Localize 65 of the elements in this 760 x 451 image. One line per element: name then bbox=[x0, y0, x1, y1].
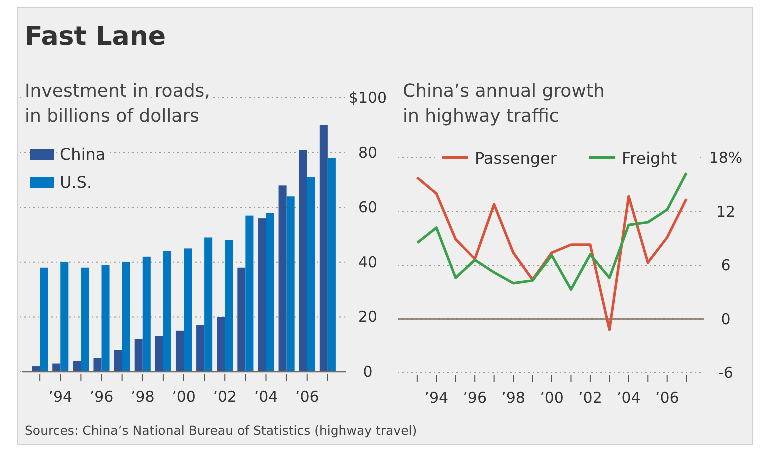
bar bbox=[40, 268, 48, 372]
x-tick-label: ’94 bbox=[48, 388, 73, 406]
x-tick-label: ’96 bbox=[90, 388, 114, 406]
bar bbox=[320, 125, 328, 372]
x-tick-label: ’96 bbox=[463, 389, 488, 407]
bar bbox=[134, 339, 143, 372]
bar bbox=[246, 216, 254, 372]
chart-subtitle: Investment in roads, in billions of dollars bbox=[25, 81, 210, 127]
x-tick-label: ’00 bbox=[540, 389, 564, 407]
chart-title: China’s annual growth in highway traffic bbox=[403, 81, 605, 127]
legend-label: China bbox=[60, 145, 106, 164]
y-tick-label: 60 bbox=[358, 198, 378, 217]
x-tick-label: ’02 bbox=[213, 388, 238, 406]
bar bbox=[155, 336, 164, 372]
legend-label: Freight bbox=[622, 149, 678, 168]
x-tick-label: ’06 bbox=[295, 388, 320, 406]
bar bbox=[81, 268, 90, 372]
x-tick-label: ’98 bbox=[502, 389, 526, 407]
bar bbox=[196, 325, 205, 372]
bar bbox=[299, 150, 308, 372]
bar bbox=[238, 268, 246, 372]
x-tick-label: ’04 bbox=[254, 388, 278, 406]
source-note: Sources: China’s National Bureau of Statistics (highway travel) bbox=[25, 423, 418, 438]
bar bbox=[163, 251, 172, 372]
bar bbox=[266, 213, 274, 372]
bar bbox=[114, 350, 122, 372]
bar bbox=[184, 248, 192, 372]
x-tick-label: ’02 bbox=[578, 389, 602, 407]
y-tick-label: 0 bbox=[721, 310, 731, 328]
y-tick-label: 40 bbox=[358, 253, 378, 272]
bar bbox=[73, 361, 82, 372]
x-tick-label: ’98 bbox=[130, 388, 155, 406]
bar bbox=[60, 262, 69, 372]
bar bbox=[142, 256, 151, 372]
y-tick-label: 80 bbox=[358, 144, 378, 162]
line-series bbox=[416, 176, 688, 332]
bar bbox=[52, 364, 61, 372]
bar bbox=[286, 196, 295, 372]
chart-title: Fast Lane bbox=[25, 22, 166, 52]
bar bbox=[176, 330, 184, 372]
legend-label: U.S. bbox=[60, 173, 92, 192]
y-tick-label: 0 bbox=[363, 363, 373, 381]
y-tick-label: 12 bbox=[716, 202, 736, 221]
bar bbox=[102, 265, 110, 372]
bar bbox=[32, 366, 40, 372]
bar bbox=[258, 218, 266, 372]
x-tick-label: ’94 bbox=[424, 389, 449, 407]
bar bbox=[94, 358, 102, 372]
y-tick-label: -6 bbox=[718, 364, 734, 382]
bar bbox=[307, 177, 316, 372]
y-tick-label: 20 bbox=[358, 308, 378, 326]
legend-label: Passenger bbox=[475, 149, 558, 168]
x-tick-label: ’04 bbox=[616, 389, 641, 407]
x-tick-label: ’00 bbox=[172, 388, 196, 406]
bar bbox=[278, 186, 287, 372]
bar bbox=[122, 262, 130, 372]
y-tick-label: $100 bbox=[348, 89, 388, 107]
bar bbox=[328, 158, 336, 372]
x-tick-label: ’06 bbox=[655, 389, 680, 407]
y-tick-label: 18% bbox=[709, 149, 743, 167]
bar bbox=[225, 240, 234, 372]
y-tick-label: 6 bbox=[721, 256, 731, 274]
line-series bbox=[416, 172, 688, 291]
bar bbox=[204, 238, 213, 372]
bar bbox=[217, 317, 226, 372]
